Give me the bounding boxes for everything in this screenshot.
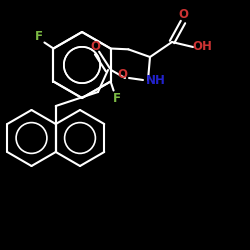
Text: O: O xyxy=(90,40,100,52)
Text: F: F xyxy=(112,92,120,105)
Text: OH: OH xyxy=(192,40,212,54)
Text: F: F xyxy=(34,30,42,43)
Text: NH: NH xyxy=(146,74,166,86)
Text: O: O xyxy=(178,8,188,22)
Text: O: O xyxy=(117,68,127,80)
